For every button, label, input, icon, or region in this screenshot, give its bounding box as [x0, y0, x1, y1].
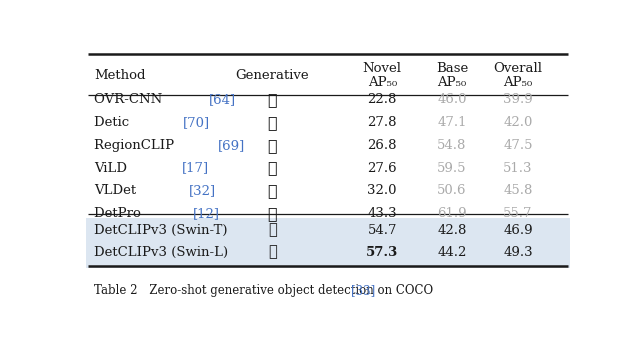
Text: 27.6: 27.6 [367, 162, 397, 174]
Text: AP₅₀: AP₅₀ [503, 76, 532, 89]
Text: DetCLIPv3 (Swin-L): DetCLIPv3 (Swin-L) [94, 246, 228, 259]
Text: 55.7: 55.7 [503, 207, 532, 220]
Text: 42.8: 42.8 [437, 224, 467, 237]
Text: [12]: [12] [193, 207, 220, 220]
Text: 54.7: 54.7 [367, 224, 397, 237]
Text: [17]: [17] [182, 162, 209, 174]
Text: [32]: [32] [189, 184, 216, 197]
Text: 42.0: 42.0 [503, 116, 532, 129]
Text: Detic: Detic [94, 116, 133, 129]
Text: 54.8: 54.8 [437, 139, 467, 152]
Text: DetCLIPv3 (Swin-T): DetCLIPv3 (Swin-T) [94, 224, 227, 237]
Text: AP₅₀: AP₅₀ [437, 76, 467, 89]
Text: ✗: ✗ [268, 137, 277, 154]
Text: 39.9: 39.9 [503, 93, 532, 106]
Text: RegionCLIP: RegionCLIP [94, 139, 179, 152]
Text: 44.2: 44.2 [437, 246, 467, 259]
Text: ✗: ✗ [268, 182, 277, 199]
Text: 46.9: 46.9 [503, 224, 532, 237]
Text: ✗: ✗ [268, 114, 277, 131]
Text: 27.8: 27.8 [367, 116, 397, 129]
Text: 49.3: 49.3 [503, 246, 532, 259]
Text: 32.0: 32.0 [367, 184, 397, 197]
Text: ViLD: ViLD [94, 162, 131, 174]
Text: 45.8: 45.8 [503, 184, 532, 197]
Text: [64]: [64] [209, 93, 236, 106]
Text: AP₅₀: AP₅₀ [367, 76, 397, 89]
Text: Table 2  Zero-shot generative object detection on COCO: Table 2 Zero-shot generative object dete… [94, 284, 437, 297]
Text: OVR-CNN: OVR-CNN [94, 93, 166, 106]
Text: [33]: [33] [351, 284, 376, 297]
Text: Method: Method [94, 69, 145, 82]
Text: DetPro: DetPro [94, 207, 145, 220]
Text: ✗: ✗ [268, 91, 277, 108]
Text: 59.5: 59.5 [437, 162, 467, 174]
Text: 51.3: 51.3 [503, 162, 532, 174]
Text: [69]: [69] [218, 139, 246, 152]
Text: [70]: [70] [183, 116, 211, 129]
Text: 22.8: 22.8 [367, 93, 397, 106]
Text: 26.8: 26.8 [367, 139, 397, 152]
Text: 61.9: 61.9 [437, 207, 467, 220]
Text: ✗: ✗ [268, 159, 277, 177]
Text: 47.1: 47.1 [437, 116, 467, 129]
Text: 57.3: 57.3 [366, 246, 398, 259]
Text: 47.5: 47.5 [503, 139, 532, 152]
Text: Overall: Overall [493, 62, 542, 75]
Text: 43.3: 43.3 [367, 207, 397, 220]
Text: ✓: ✓ [268, 245, 276, 259]
Text: Novel: Novel [363, 62, 402, 75]
Text: 50.6: 50.6 [437, 184, 467, 197]
Bar [86, 218, 570, 243]
Bar [86, 243, 570, 268]
Text: Generative: Generative [236, 69, 309, 82]
Text: 46.0: 46.0 [437, 93, 467, 106]
Text: VLDet: VLDet [94, 184, 140, 197]
Text: ✓: ✓ [268, 224, 276, 237]
Text: Base: Base [436, 62, 468, 75]
Text: ✗: ✗ [268, 205, 277, 222]
